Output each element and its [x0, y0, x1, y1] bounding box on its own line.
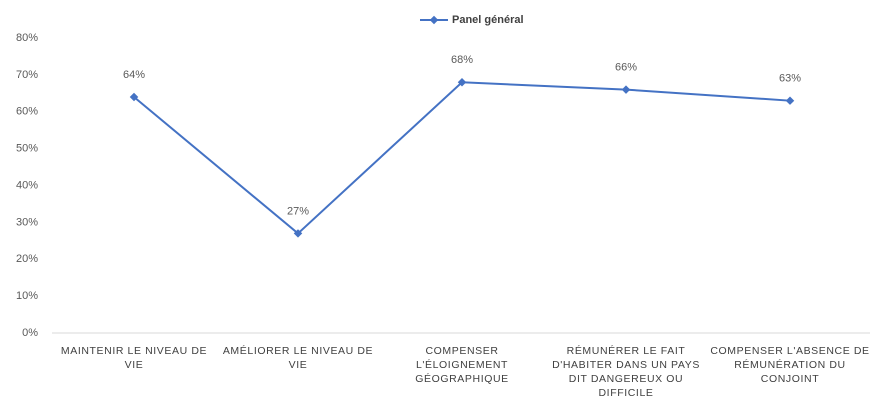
data-label: 68% — [451, 54, 473, 66]
x-tick-label: COMPENSER L'ÉLOIGNEMENT GÉOGRAPHIQUE — [415, 345, 509, 385]
line-series — [133, 81, 791, 235]
data-label: 64% — [123, 69, 145, 81]
y-tick-label: 0% — [22, 327, 38, 339]
marker — [621, 85, 631, 94]
data-label: 27% — [287, 205, 309, 217]
data-label: 63% — [779, 73, 801, 85]
x-tick-label: AMÉLIORER LE NIVEAU DE VIE — [222, 345, 374, 371]
marker — [293, 229, 303, 238]
x-tick-label: MAINTENIR LE NIVEAU DE VIE — [60, 345, 208, 371]
y-tick-label: 60% — [16, 106, 38, 118]
y-tick-label: 80% — [16, 32, 38, 44]
x-tick-label: COMPENSER L'ABSENCE DE RÉMUNÉRATION DU C… — [710, 345, 870, 385]
y-tick-label: 50% — [16, 143, 38, 155]
data-label: 66% — [615, 62, 637, 74]
y-tick-label: 30% — [16, 216, 38, 228]
y-tick-label: 40% — [16, 179, 38, 191]
marker — [129, 92, 139, 102]
y-tick-label: 70% — [16, 69, 38, 81]
y-tick-label: 10% — [16, 290, 38, 302]
x-tick-label: RÉMUNÉRER LE FAIT D'HABITER DANS UN PAYS… — [552, 345, 700, 399]
marker — [457, 78, 467, 87]
marker — [785, 96, 795, 105]
legend-label: Panel général — [452, 14, 524, 26]
legend-marker — [429, 15, 439, 25]
y-tick-label: 20% — [16, 253, 38, 265]
